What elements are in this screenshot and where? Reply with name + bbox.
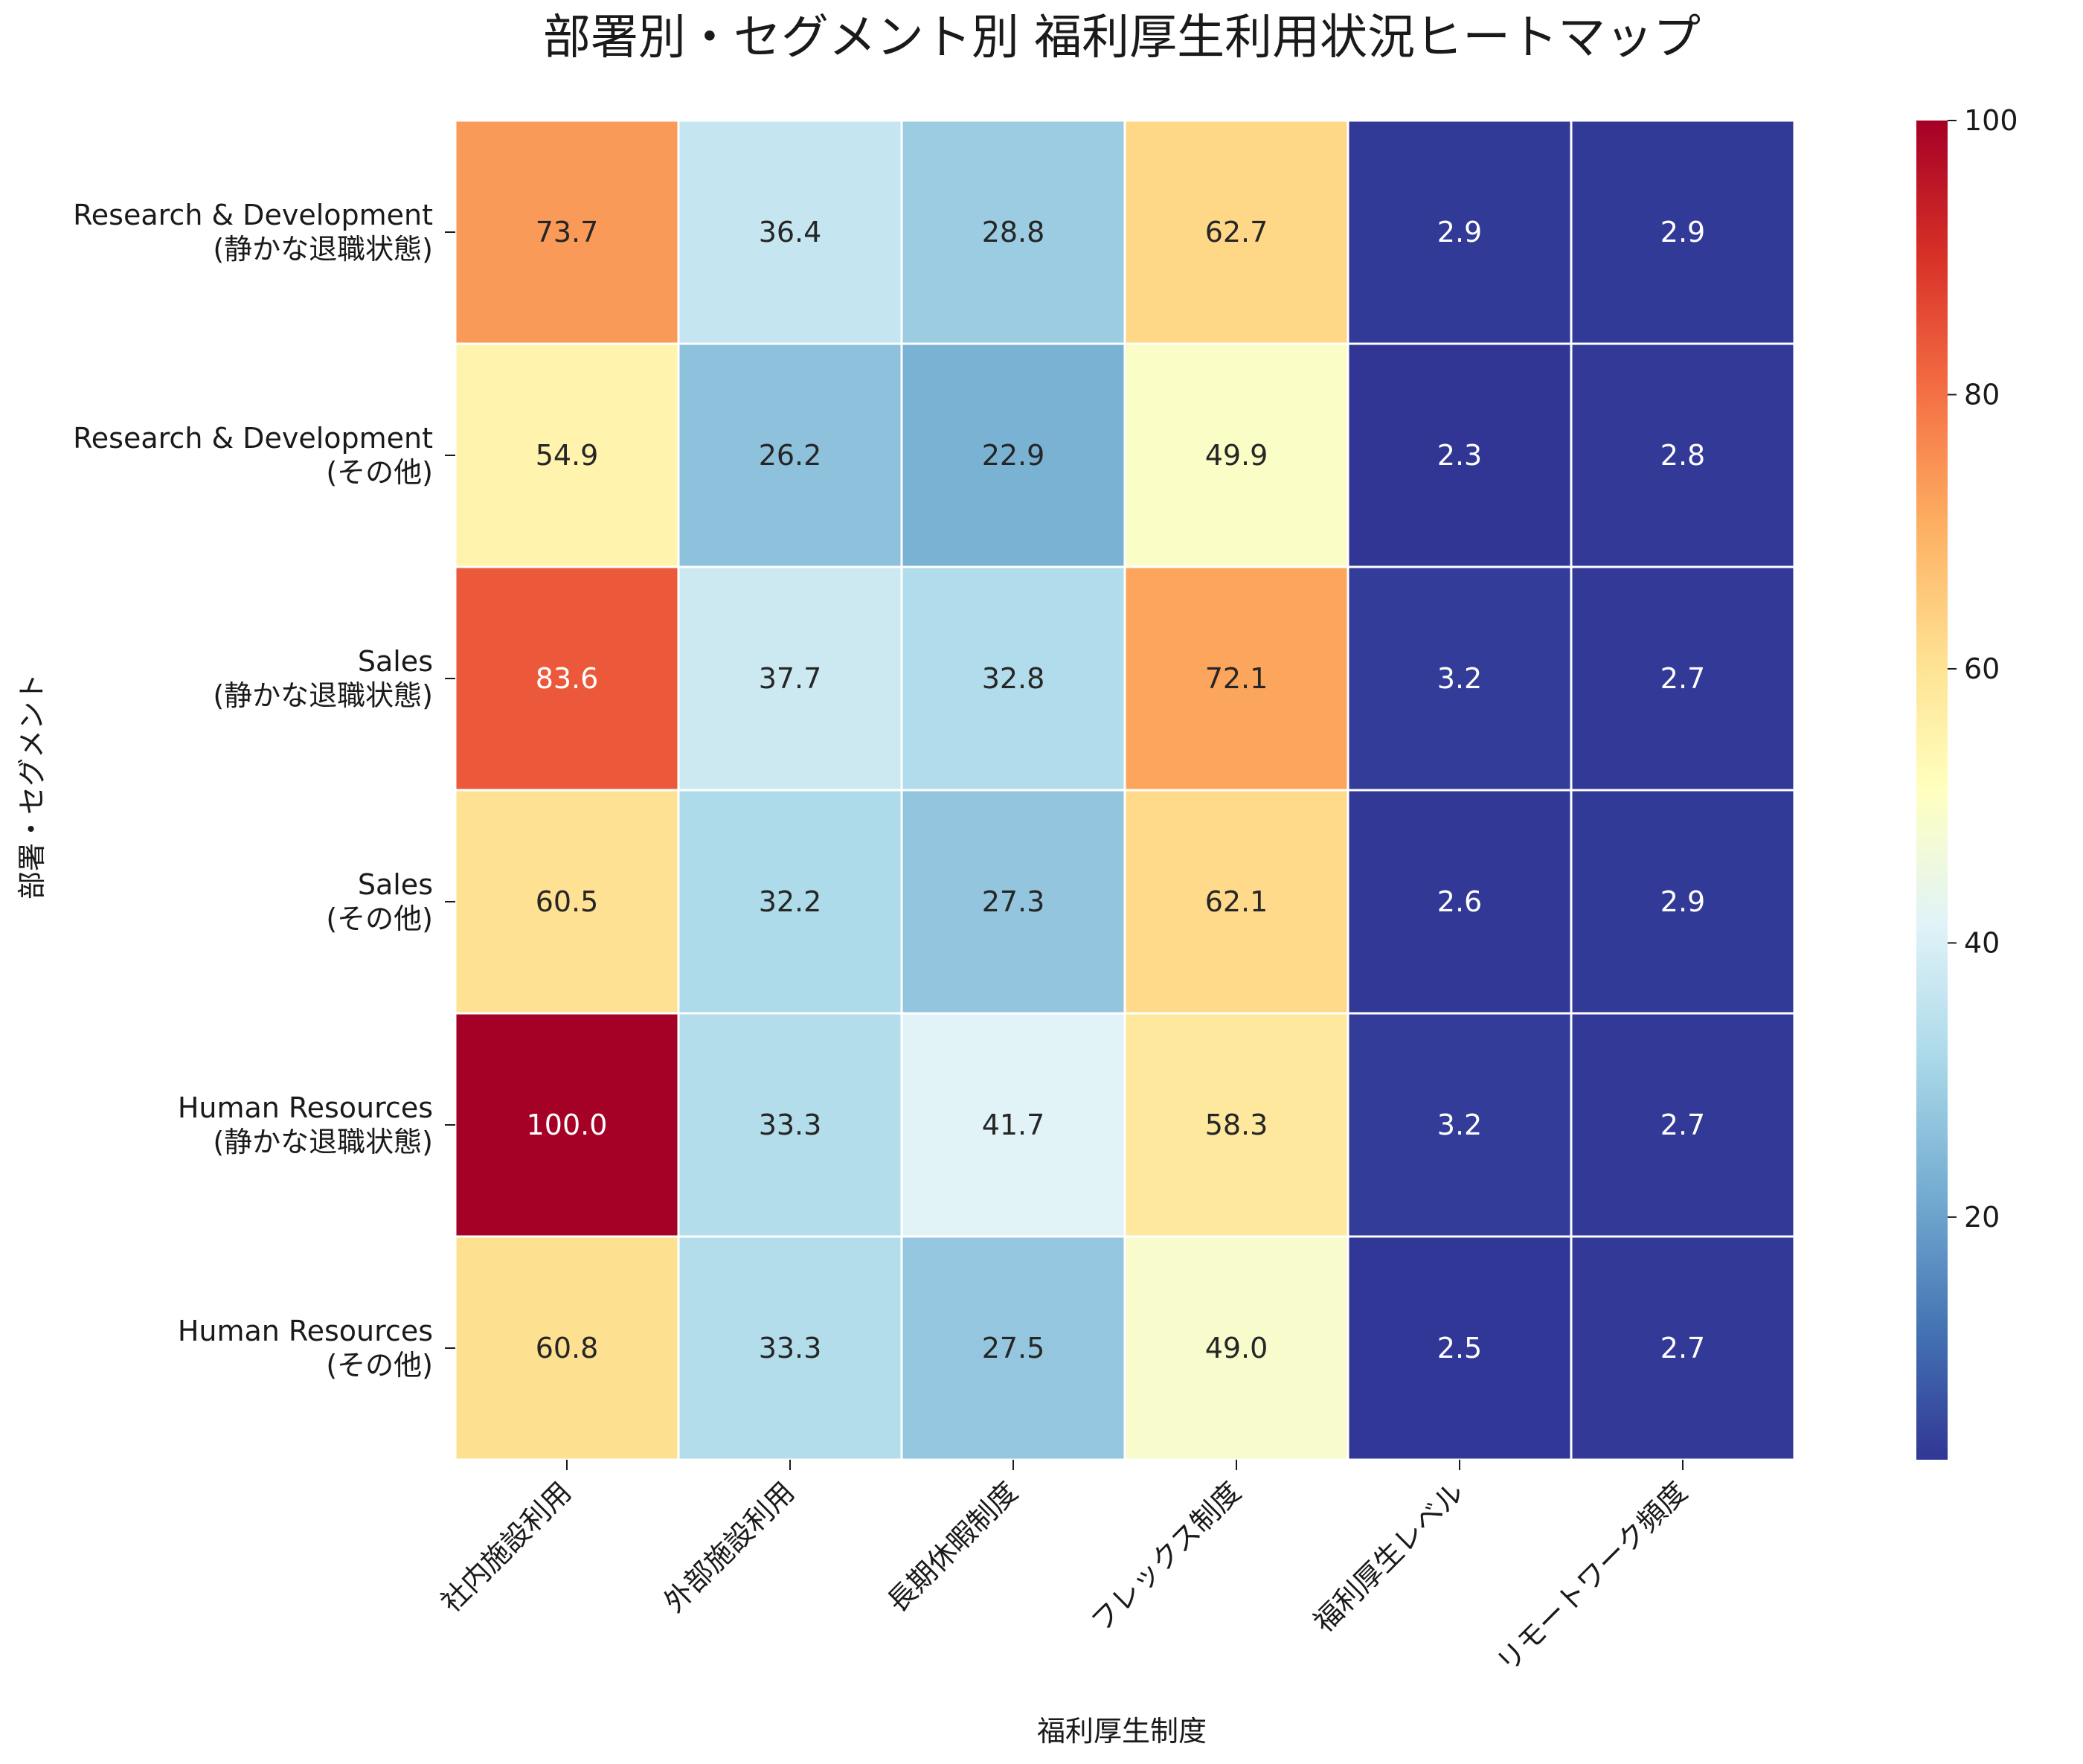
heatmap-cell	[677, 342, 903, 568]
cell-value-label: 62.7	[1205, 216, 1268, 248]
heatmap-cell	[1570, 342, 1796, 568]
cell-value-label: 60.8	[536, 1332, 599, 1364]
heatmap-cell	[677, 565, 903, 792]
heatmap-cell	[454, 565, 680, 792]
cell-value-label: 2.7	[1660, 1332, 1705, 1364]
heatmap-cell	[1570, 1012, 1796, 1238]
y-tick-label-segment: (静かな退職状態)	[213, 679, 433, 712]
cell-value-label: 62.1	[1205, 885, 1268, 918]
cell-value-label: 2.7	[1660, 1109, 1705, 1141]
cell-value-label: 2.7	[1660, 662, 1705, 695]
colorbar-gradient	[1916, 121, 1948, 1460]
x-tick-label: 外部施設利用	[658, 1475, 800, 1618]
heatmap-cell	[1347, 119, 1573, 345]
x-axis-label: 福利厚生制度	[1037, 1715, 1207, 1748]
heatmap-cell	[677, 789, 903, 1015]
x-tick-label: リモートワーク頻度	[1490, 1475, 1693, 1678]
cell-value-label: 72.1	[1205, 662, 1268, 695]
cell-value-label: 32.2	[759, 885, 822, 918]
y-tick-label-segment: (その他)	[326, 456, 433, 489]
cell-value-label: 32.8	[982, 662, 1045, 695]
cell-value-label: 41.7	[982, 1109, 1045, 1141]
cell-value-label: 73.7	[536, 216, 599, 248]
y-tick-label-department: Sales	[358, 645, 433, 678]
heatmap-cell	[900, 565, 1126, 792]
x-tick-label: フレックス制度	[1085, 1475, 1247, 1638]
cell-value-label: 3.2	[1437, 1109, 1482, 1141]
cell-value-label: 2.3	[1437, 439, 1482, 472]
y-tick-label-segment: (その他)	[326, 1349, 433, 1382]
cell-value-label: 54.9	[536, 439, 599, 472]
heatmap-cell	[1347, 565, 1573, 792]
cell-value-label: 2.8	[1660, 439, 1705, 472]
heatmap-cell	[454, 1012, 680, 1238]
heatmap-cell	[1347, 1012, 1573, 1238]
y-tick-label-segment: (その他)	[326, 902, 433, 935]
heatmap-cell	[1570, 789, 1796, 1015]
chart-title: 部署別・セグメント別 福利厚生利用状況ヒートマップ	[543, 10, 1701, 65]
heatmap-cell	[1570, 1235, 1796, 1461]
heatmap-cell	[1123, 565, 1349, 792]
heatmap-cell	[454, 1235, 680, 1461]
cell-value-label: 2.9	[1660, 885, 1705, 918]
x-tick-labels: 社内施設利用 外部施設利用 長期休暇制度 フレックス制度 福利厚生レベル リモートワーク頻…	[434, 1460, 1693, 1678]
cell-value-label: 49.0	[1205, 1332, 1268, 1364]
colorbar-tick-label: 80	[1964, 378, 2000, 411]
heatmap-cell	[900, 1012, 1126, 1238]
heatmap-cell	[900, 119, 1126, 345]
heatmap-cell	[1570, 565, 1796, 792]
y-tick-label-department: Sales	[358, 868, 433, 901]
colorbar-tick-label: 20	[1964, 1201, 2000, 1234]
cell-value-label: 2.6	[1437, 885, 1482, 918]
cell-value-label: 36.4	[759, 216, 822, 248]
heatmap-cell	[1123, 342, 1349, 568]
cell-value-label: 27.5	[982, 1332, 1045, 1364]
colorbar-tick-label: 40	[1964, 926, 2000, 959]
y-tick-label-department: Human Resources	[178, 1091, 433, 1124]
x-tick-label: 福利厚生レベル	[1307, 1475, 1470, 1638]
cell-value-label: 58.3	[1205, 1109, 1268, 1141]
y-tick-label-department: Research & Development	[73, 422, 433, 455]
heatmap-cell	[1347, 1235, 1573, 1461]
cell-value-label: 27.3	[982, 885, 1045, 918]
y-tick-label-department: Human Resources	[178, 1315, 433, 1347]
cell-value-label: 2.5	[1437, 1332, 1482, 1364]
colorbar: 20 40 60 80 100	[1916, 104, 2018, 1460]
cell-value-label: 26.2	[759, 439, 822, 472]
cell-value-label: 100.0	[527, 1109, 608, 1141]
heatmap-cells: 73.7 36.4 28.8 62.7 2.9 2.9 54.9 26.2 22.9 49.9 2.…	[454, 119, 1796, 1461]
heatmap-cell	[1123, 789, 1349, 1015]
y-tick-label-segment: (静かな退職状態)	[213, 233, 433, 266]
y-tick-label-department: Research & Development	[73, 199, 433, 231]
heatmap-cell	[1570, 119, 1796, 345]
heatmap-cell	[900, 789, 1126, 1015]
heatmap-cell	[1123, 1012, 1349, 1238]
cell-value-label: 3.2	[1437, 662, 1482, 695]
x-tick-label: 長期休暇制度	[881, 1475, 1024, 1618]
heatmap-cell	[677, 119, 903, 345]
cell-value-label: 28.8	[982, 216, 1045, 248]
heatmap-cell	[454, 119, 680, 345]
cell-value-label: 2.9	[1660, 216, 1705, 248]
y-tick-labels: Research & Development(静かな退職状態)Research …	[73, 199, 455, 1382]
cell-value-label: 2.9	[1437, 216, 1482, 248]
cell-value-label: 33.3	[759, 1109, 822, 1141]
cell-value-label: 37.7	[759, 662, 822, 695]
cell-value-label: 60.5	[536, 885, 599, 918]
heatmap-cell	[1347, 789, 1573, 1015]
cell-value-label: 49.9	[1205, 439, 1268, 472]
colorbar-tick-label: 60	[1964, 652, 2000, 685]
cell-value-label: 33.3	[759, 1332, 822, 1364]
heatmap-cell	[1123, 119, 1349, 345]
heatmap-cell	[454, 789, 680, 1015]
y-tick-label-segment: (静かな退職状態)	[213, 1126, 433, 1158]
cell-value-label: 22.9	[982, 439, 1045, 472]
x-tick-label: 社内施設利用	[434, 1475, 577, 1618]
colorbar-tick-label: 100	[1964, 104, 2018, 137]
y-axis-label: 部署・セグメント	[16, 673, 48, 899]
cell-value-label: 83.6	[536, 662, 599, 695]
